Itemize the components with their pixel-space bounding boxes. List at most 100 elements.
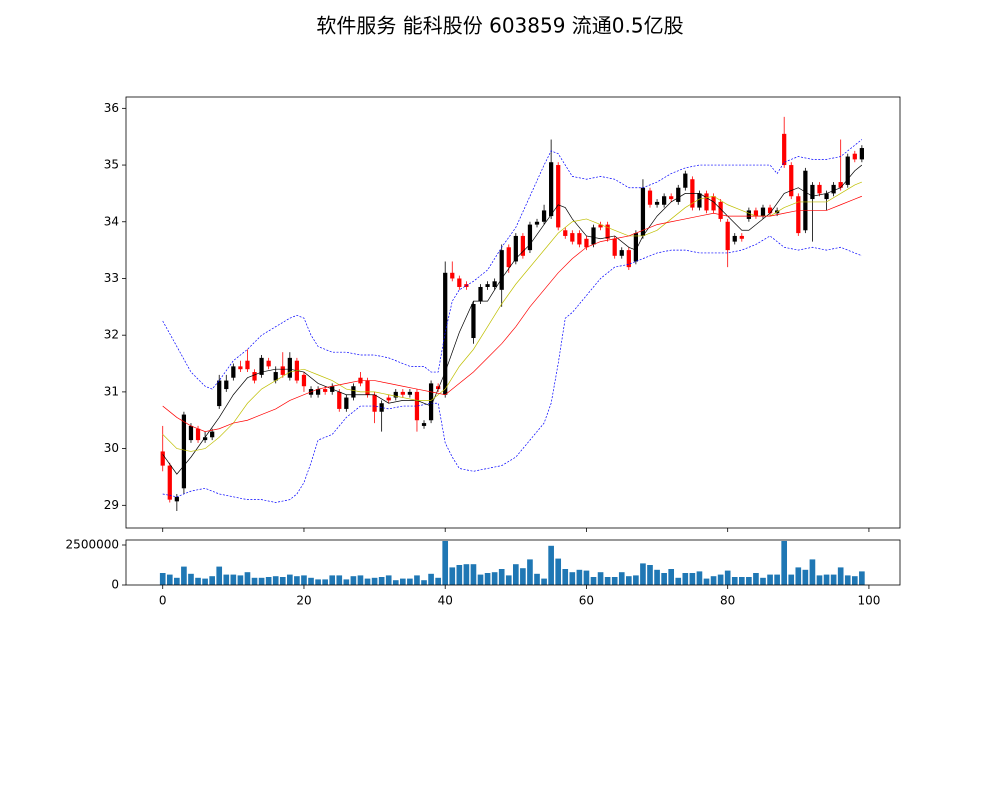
candle-body: [372, 394, 377, 412]
volume-bar: [216, 566, 223, 585]
indicator-line: [162, 235, 862, 503]
candle-body: [626, 250, 631, 268]
volume-bar: [421, 580, 427, 585]
volume-bar: [520, 568, 526, 585]
candle-body: [351, 386, 356, 398]
candle-body: [287, 357, 292, 378]
candle-body: [669, 196, 674, 200]
candle-body: [732, 235, 737, 242]
volume-bar: [287, 574, 293, 585]
candle-body: [654, 201, 660, 205]
y-tick-label: 2500000: [66, 538, 119, 552]
volume-bar: [315, 579, 321, 585]
candle-body: [492, 281, 497, 287]
volume-bar: [209, 576, 215, 585]
volume-bar: [724, 570, 731, 585]
x-tick-label: 80: [720, 594, 735, 608]
volume-bar: [244, 572, 251, 585]
candle-body: [224, 380, 229, 390]
volume-bar: [851, 576, 858, 585]
y-tick-label: 0: [111, 578, 119, 592]
indicator-line: [162, 181, 862, 452]
candle-body: [584, 238, 589, 248]
plot-frame: [125, 539, 901, 586]
volume-bar: [625, 576, 632, 585]
candle-body: [796, 196, 801, 234]
candle-body: [245, 360, 250, 370]
candle-body: [252, 372, 257, 381]
candle-body: [676, 187, 681, 202]
candle-body: [520, 235, 526, 256]
volume-bar: [442, 541, 449, 585]
candle-body: [337, 391, 342, 409]
volume-bar: [661, 573, 667, 585]
candle-body: [513, 235, 518, 262]
volume-bar: [308, 577, 314, 585]
indicator-line: [162, 164, 863, 475]
candle-body: [605, 224, 610, 239]
volume-bar: [689, 573, 696, 585]
candle-body: [393, 391, 398, 398]
volume-bar: [195, 577, 201, 585]
volume-bar: [682, 573, 689, 585]
candle-body: [238, 366, 243, 370]
volume-bar: [710, 576, 717, 585]
volume-bar: [844, 575, 851, 585]
candle-body: [323, 389, 328, 392]
volume-bar: [407, 578, 413, 585]
x-tick-label: 40: [438, 594, 453, 608]
volume-bar: [816, 575, 823, 585]
candle-body: [379, 403, 384, 412]
volume-bar: [336, 575, 343, 585]
candle-body: [217, 380, 222, 407]
y-tick-label: 34: [104, 214, 119, 228]
x-tick-label: 60: [579, 594, 594, 608]
candle-body: [612, 238, 617, 256]
volume-bar: [435, 577, 441, 585]
y-tick-label: 35: [104, 158, 119, 172]
candle-body: [838, 182, 843, 188]
candle-body: [280, 366, 285, 375]
volume-bar: [717, 574, 724, 585]
volume-bar: [202, 578, 208, 585]
candle-body: [478, 286, 483, 302]
candle-body: [407, 391, 413, 395]
volume-bar: [505, 575, 512, 585]
candle-body: [640, 187, 646, 236]
volume-bar: [470, 564, 477, 585]
candle-body: [160, 451, 165, 466]
candle-body: [202, 437, 208, 441]
volume-bar: [230, 574, 237, 585]
candle-body: [344, 397, 349, 409]
candle-body: [704, 193, 709, 211]
candle-body: [231, 366, 236, 378]
candle-body: [471, 303, 476, 339]
y-tick-label: 36: [104, 101, 119, 115]
volume-bar: [859, 571, 865, 585]
volume-bar: [576, 569, 583, 585]
candle-body: [457, 278, 462, 287]
candle-body: [414, 391, 420, 421]
candle-body: [400, 391, 405, 395]
candle-body: [739, 235, 744, 239]
volume-bar: [392, 580, 399, 585]
candle-body: [647, 190, 653, 205]
candle-body: [541, 210, 547, 222]
volume-bar: [618, 572, 625, 585]
volume-bar: [477, 574, 484, 585]
candle-body: [428, 383, 434, 421]
candle-body: [859, 148, 864, 160]
volume-bar: [830, 574, 837, 585]
volume-bar: [159, 573, 166, 585]
candle-body: [598, 224, 603, 228]
volume-bar: [696, 571, 703, 585]
candle-body: [485, 284, 490, 287]
volume-bar: [541, 578, 547, 585]
volume-bar: [788, 574, 795, 585]
x-tick-label: 100: [857, 594, 880, 608]
volume-bar: [774, 574, 780, 585]
volume-bar: [562, 569, 569, 585]
volume-bar: [329, 575, 336, 585]
volume-bar: [731, 577, 738, 585]
volume-bar: [611, 577, 618, 585]
